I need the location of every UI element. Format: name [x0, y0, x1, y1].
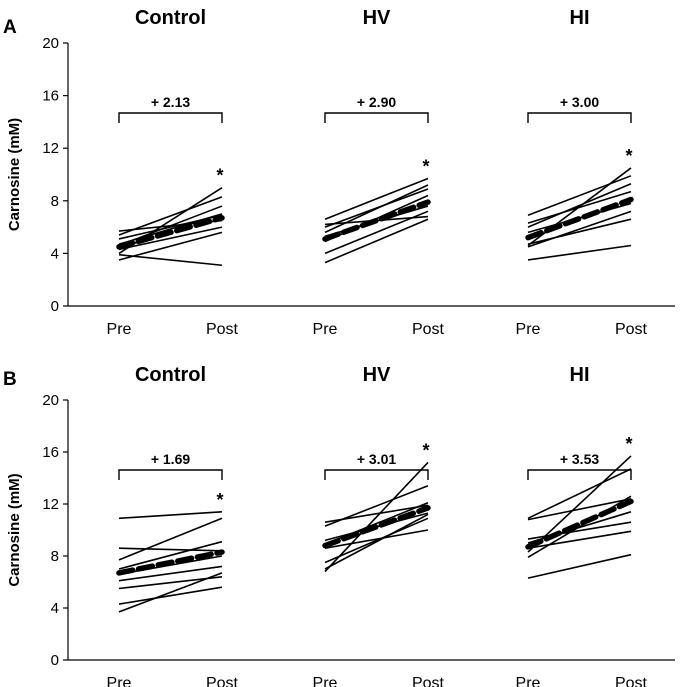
y-tick-label: 12 — [42, 140, 59, 157]
y-axis-label: Carnosine (mM) — [6, 118, 23, 231]
subject-line — [324, 504, 429, 523]
subject-line — [118, 213, 223, 245]
bracket-label: + 3.00 — [560, 94, 600, 110]
y-tick-label: 4 — [51, 245, 59, 262]
panel-label-a: A — [3, 17, 17, 38]
panel-label-b: B — [3, 369, 17, 390]
group-title: HV — [363, 7, 391, 29]
subject-line — [527, 190, 632, 224]
subject-line — [527, 553, 632, 579]
subject-line — [324, 177, 429, 220]
x-tick-label-post: Post — [206, 675, 239, 687]
bracket-label: + 2.90 — [357, 94, 397, 110]
subject-line — [527, 468, 632, 520]
group-control: Control Pre Post + 1.69 * — [107, 364, 239, 687]
bracket — [118, 469, 223, 480]
group-hv: HV Pre Post + 2.90 * — [313, 7, 445, 338]
group-title: HI — [570, 7, 590, 29]
significance-star: * — [625, 434, 632, 454]
subject-line — [324, 188, 429, 228]
subject-line — [118, 226, 223, 251]
bracket — [324, 112, 429, 123]
x-tick-label-pre: Pre — [107, 675, 132, 687]
subject-line — [118, 196, 223, 236]
subject-line — [118, 547, 223, 552]
bracket — [324, 469, 429, 480]
subject-line — [527, 244, 632, 261]
significance-star: * — [422, 156, 429, 176]
group-title: HI — [570, 364, 590, 386]
mean-line — [525, 196, 634, 241]
subject-line — [324, 501, 429, 546]
significance-star: * — [625, 146, 632, 166]
mean-line — [322, 199, 431, 242]
group-hv: HV Pre Post + 3.01 * — [313, 364, 445, 687]
y-tick-label: 8 — [51, 193, 59, 210]
mean-line — [116, 215, 225, 250]
y-tick-label: 0 — [51, 652, 59, 669]
significance-star: * — [216, 490, 223, 510]
significance-star: * — [216, 166, 223, 186]
x-tick-label-pre: Pre — [107, 321, 132, 338]
subject-line — [118, 253, 223, 267]
subject-line — [324, 218, 429, 264]
subject-line — [324, 517, 429, 564]
y-tick-label: 20 — [42, 35, 59, 52]
subject-line — [324, 461, 429, 573]
subject-line — [527, 521, 632, 540]
subject-line — [118, 565, 223, 582]
mean-line — [525, 498, 634, 550]
subject-line — [527, 498, 632, 521]
subject-line — [118, 231, 223, 261]
x-tick-label-pre: Pre — [516, 675, 541, 687]
y-tick-label: 4 — [51, 600, 59, 617]
x-tick-label-pre: Pre — [313, 675, 338, 687]
mean-line — [116, 549, 225, 576]
subject-line — [324, 529, 429, 549]
mean-line — [322, 505, 431, 549]
y-tick-label: 16 — [42, 88, 59, 105]
y-tick-label: 16 — [42, 444, 59, 461]
subject-line — [118, 586, 223, 605]
panel-a: 0 4 8 12 16 20 Carnosine (mM) Control Pre Post + 2… — [6, 7, 675, 338]
group-hi: HI Pre Post + 3.53 * — [516, 364, 648, 687]
subject-line — [118, 517, 223, 561]
y-tick-label: 12 — [42, 496, 59, 513]
x-tick-label-pre: Pre — [516, 321, 541, 338]
bracket-label: + 3.53 — [560, 451, 600, 467]
x-tick-label-post: Post — [206, 321, 239, 338]
subject-line — [527, 530, 632, 549]
subject-line — [527, 218, 632, 245]
y-tick-label: 20 — [42, 392, 59, 409]
y-axis-label: Carnosine (mM) — [6, 473, 23, 586]
y-tick-label: 0 — [51, 298, 59, 315]
subject-line — [324, 513, 429, 570]
x-tick-label-pre: Pre — [313, 321, 338, 338]
x-tick-label-post: Post — [412, 321, 445, 338]
group-title: Control — [135, 7, 206, 29]
subject-line — [527, 182, 632, 228]
y-tick-label: 8 — [51, 548, 59, 565]
bracket — [527, 112, 632, 123]
subject-line — [118, 511, 223, 520]
group-title: HV — [363, 364, 391, 386]
bracket-label: + 2.13 — [151, 94, 191, 110]
bracket-label: + 3.01 — [357, 451, 397, 467]
x-tick-label-post: Post — [412, 675, 445, 687]
bracket — [527, 469, 632, 480]
panel-b: 0 4 8 12 16 20 Carnosine (mM) Control Pre Post + 1… — [6, 364, 675, 687]
subject-line — [118, 540, 223, 570]
group-control: Control Pre Post + 2.13 * — [107, 7, 239, 338]
bracket-label: + 1.69 — [151, 451, 191, 467]
x-tick-label-post: Post — [615, 675, 648, 687]
subject-line — [527, 210, 632, 248]
x-tick-label-post: Post — [615, 321, 648, 338]
bracket — [118, 112, 223, 123]
group-title: Control — [135, 364, 206, 386]
subject-line — [527, 175, 632, 217]
group-hi: HI Pre Post + 3.00 * — [516, 7, 648, 338]
subject-line — [118, 576, 223, 590]
significance-star: * — [422, 440, 429, 460]
